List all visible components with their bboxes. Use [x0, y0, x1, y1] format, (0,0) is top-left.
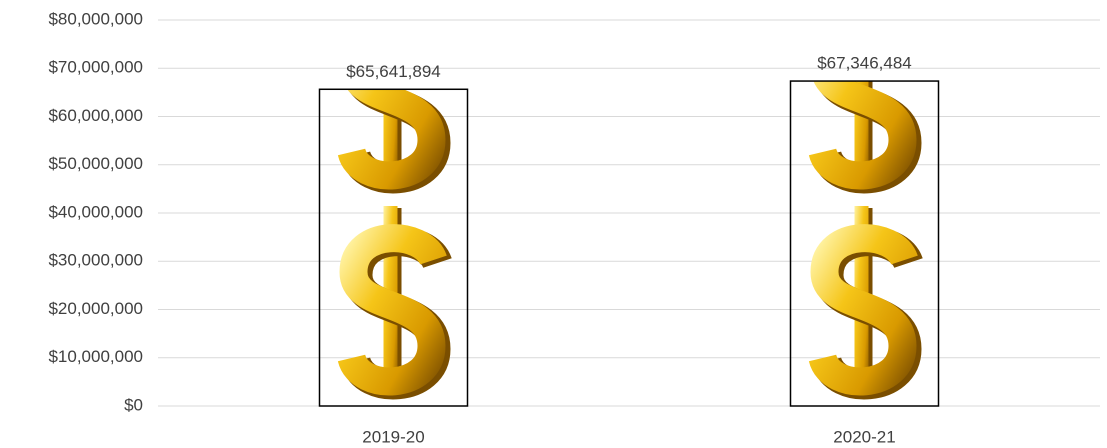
y-tick-label: $20,000,000	[48, 299, 143, 318]
y-tick-label: $50,000,000	[48, 154, 143, 173]
bar	[320, 89, 468, 406]
value-label: $67,346,484	[817, 54, 912, 73]
page: {"chart_data": {"type": "bar", "categori…	[0, 0, 1107, 448]
y-tick-label: $0	[124, 395, 143, 414]
x-tick-label: 2020-21	[833, 427, 895, 446]
chart: $0 $10,000,000 $20,000,000 $30,000,000 $40,0…	[0, 0, 1107, 448]
value-label: $65,641,894	[346, 62, 441, 81]
x-tick-label: 2019-20	[362, 427, 424, 446]
y-tick-label: $40,000,000	[48, 202, 143, 221]
y-tick-label: $80,000,000	[48, 9, 143, 28]
y-tick-label: $70,000,000	[48, 58, 143, 77]
y-tick-label: $60,000,000	[48, 106, 143, 125]
y-tick-label: $30,000,000	[48, 251, 143, 270]
bar	[791, 81, 939, 406]
y-tick-label: $10,000,000	[48, 347, 143, 366]
